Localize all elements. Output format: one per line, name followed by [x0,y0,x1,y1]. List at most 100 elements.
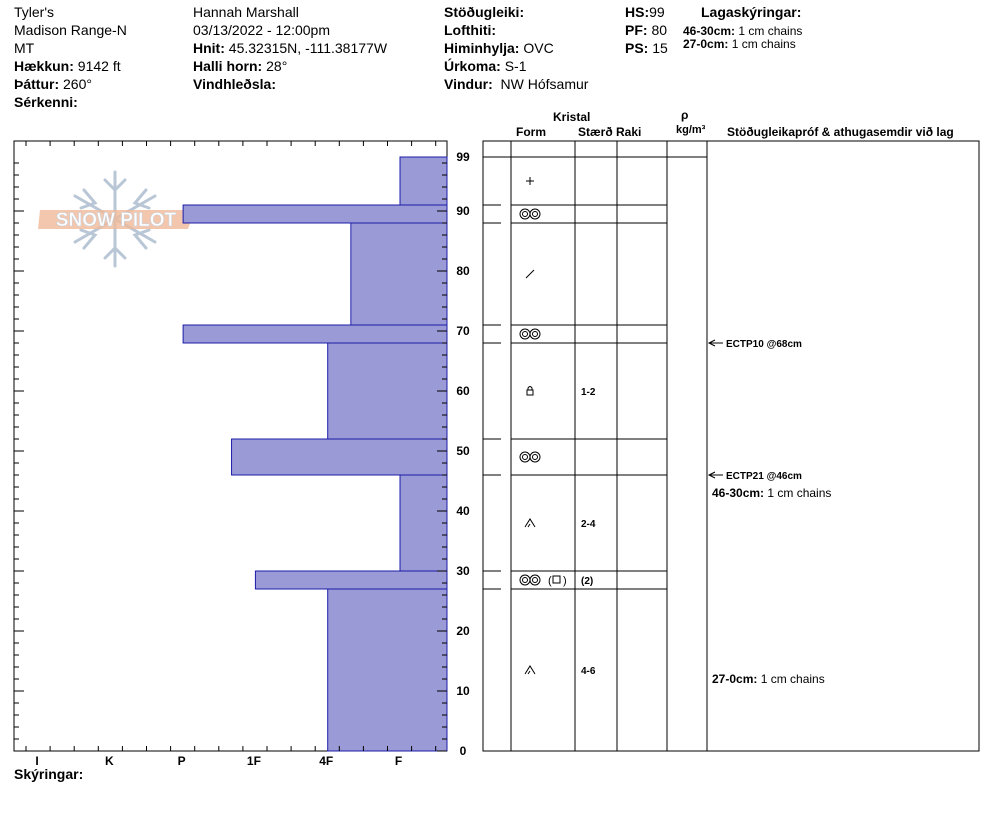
hs-label: HS: [625,4,650,20]
density-unit-header: kg/m³ [676,124,706,136]
grain-size-4: 1-2 [581,387,596,398]
hardness-tick-label: P [178,754,186,768]
hardness-bar-8 [327,588,448,752]
aspect-label: Þáttur: [14,76,60,92]
grain-form-icon-plus [526,177,534,185]
wind: Vindur: NW Hófsamur [444,76,588,92]
form-header: Form [516,125,546,139]
hardness-tick-label: 1F [247,754,261,768]
hardness-bar-7 [254,570,448,590]
wind-loading-label: Vindhleðsla: [193,76,276,92]
rho-header: ρ [681,108,689,122]
pf-value: 80 [651,22,668,38]
aspect-value: 260° [63,76,92,92]
hardness-bar-2 [350,222,448,326]
hs-value: 99 [649,4,665,20]
depth-tick-label: 90 [456,204,470,218]
wind-label: Vindur: [444,76,493,92]
layer-note-1-value: 1 cm chains [738,24,803,38]
precip-label: Úrkoma: [444,58,501,74]
hardness-bar-5 [231,438,448,476]
depth-tick-label: 40 [456,504,470,518]
grain-form-icon-depth-hoar [524,518,536,528]
precip-value: S-1 [504,58,527,74]
depth-tick-label: 20 [456,624,470,638]
location-name: Tyler's [14,4,55,20]
observer: Hannah Marshall [193,4,299,20]
svg-text:): ) [563,575,567,587]
depth-tick-label: 99 [456,150,470,164]
legend-label: Skýringar: [14,766,84,782]
elevation-label: Hækkun: [14,58,74,74]
pf-label: PF: [625,22,648,38]
elevation-value: 9142 ft [77,58,121,74]
depth-tick-label: 80 [456,264,470,278]
depth-tick-label: 70 [456,324,470,338]
slope-label: Halli horn: [193,58,263,74]
coordinates: Hnit: 45.32315N, -111.38177W [193,40,387,56]
depth-tick-label: 60 [456,384,470,398]
grain-form-icon-rounded-faceted: () [519,574,567,587]
grain-form-icon-depth-hoar [524,665,536,675]
stability-label: Stöðugleiki: [444,4,525,20]
slope-value: 28° [266,58,288,74]
layer-note-2-label: 27-0cm: [683,37,729,51]
hardness-tick-label: F [395,754,402,768]
size-header: Stærð [578,125,613,139]
layer-note-2-value: 1 cm chains [731,37,796,51]
hardness-bar-1 [182,204,448,224]
hardness-tick-label: K [105,754,114,768]
grain-form-icon-rounded [519,451,541,463]
crystal-header: Kristal [553,110,591,124]
grain-size-6: 2-4 [581,519,596,530]
ps-label: PS: [625,40,649,56]
svg-text:(: ( [548,575,552,587]
hs: HS:99 [625,4,665,20]
aspect: Þáttur: 260° [14,76,92,92]
elevation: Hækkun: 9142 ft [14,58,121,74]
location-range: Madison Range-N [14,22,127,38]
logo-text: SNOW PILOT [56,210,177,231]
hardness-tick-label: I [35,754,38,768]
sky-value: OVC [523,40,554,56]
hardness-tick-label: 4F [319,754,333,768]
coordinates-value: 45.32315N, -111.38177W [228,40,388,56]
hardness-bar-4 [327,342,448,440]
sky-label: Himinhylja: [444,40,520,56]
coordinates-label: Hnit: [193,40,225,56]
layer-notes-title: Lagaskýringar: [701,4,802,20]
pf: PF: 80 [625,22,667,38]
location-state: MT [14,40,35,56]
grain-form-icon-lock [526,386,534,396]
sky-cover: Himinhylja: OVC [444,40,554,56]
snowpilot-logo: SNOW PILOT [38,170,195,268]
air-temp-label: Lofthiti: [444,22,497,38]
grain-size-7: (2) [581,576,593,587]
depth-tick-label: 0 [460,744,467,758]
depth-tick-label: 30 [456,564,470,578]
wind-value: NW Hófsamur [500,76,589,92]
grain-size-8: 4-6 [581,666,596,677]
layer-note-2: 27-0cm: 1 cm chains [683,37,796,51]
depth-tick-label: 50 [456,444,470,458]
tests-header: Stöðugleikapróf & athugasemdir við lag [727,125,954,139]
datetime: 03/13/2022 - 12:00pm [193,22,330,38]
stability-test-1: ECTP21 @46cm [726,471,802,482]
grain-form-icon-rounded [519,328,541,340]
ps-value: 15 [652,40,668,56]
hardness-bar-3 [182,324,448,344]
hardness-bar-0 [399,156,448,206]
layer-comment-1: 27-0cm: 1 cm chains [712,672,825,686]
layer-note-1-label: 46-30cm: [683,24,736,38]
stability-test-0: ECTP10 @68cm [726,339,802,350]
grain-form-icon-rounded [519,208,541,220]
layer-comment-0: 46-30cm: 1 cm chains [712,486,831,500]
layer-note-1: 46-30cm: 1 cm chains [683,24,802,38]
layer-table-frame [482,140,980,752]
moisture-header: Raki [616,125,642,139]
depth-tick-label: 10 [456,684,470,698]
precipitation: Úrkoma: S-1 [444,58,526,74]
ps: PS: 15 [625,40,668,56]
grain-form-icon-slash [525,269,535,279]
